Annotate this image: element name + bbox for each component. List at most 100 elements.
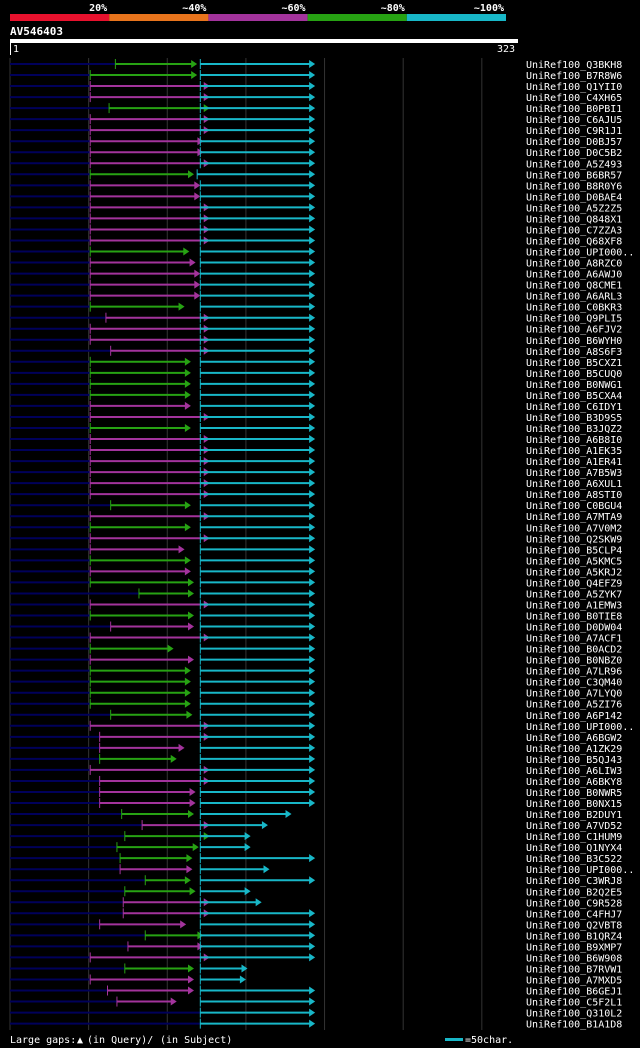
hit-label[interactable]: UniRef100_B6BR57 <box>526 170 622 181</box>
hit-label[interactable]: UniRef100_B1A1D8 <box>526 1020 622 1031</box>
hit-label[interactable]: UniRef100_B5CXA4 <box>526 391 622 402</box>
hit-label[interactable]: UniRef100_B6GEJ1 <box>526 987 622 998</box>
hit-label[interactable]: UniRef100_B0PBI1 <box>526 104 622 115</box>
hit-label[interactable]: UniRef100_B0NX15 <box>526 799 622 810</box>
hit-label[interactable]: UniRef100_B7R8W6 <box>526 71 622 82</box>
hit-label[interactable]: UniRef100_B5CXZ1 <box>526 358 622 369</box>
hit-label[interactable]: UniRef100_Q1NYX4 <box>526 843 622 854</box>
hit-label[interactable]: UniRef100_B5CLP4 <box>526 545 622 556</box>
hit-label[interactable]: UniRef100_C3QM40 <box>526 678 622 689</box>
identity-color-legend <box>10 14 506 21</box>
hit-label[interactable]: UniRef100_A8STI0 <box>526 490 622 501</box>
hit-label[interactable]: UniRef100_A6AWJ0 <box>526 270 622 281</box>
hit-label[interactable]: UniRef100_A7V0M2 <box>526 523 622 534</box>
hit-label[interactable]: UniRef100_B6WYH0 <box>526 336 622 347</box>
hit-label[interactable]: UniRef100_D0DW04 <box>526 623 622 634</box>
hit-label[interactable]: UniRef100_D0BAE4 <box>526 192 622 203</box>
hit-label[interactable]: UniRef100_UPI000.. <box>526 865 634 876</box>
hit-label[interactable]: UniRef100_A8RZC0 <box>526 259 622 270</box>
hit-label[interactable]: UniRef100_B5CUQ0 <box>526 369 622 380</box>
hit-label[interactable]: UniRef100_A7LYQ0 <box>526 689 622 700</box>
query-gap-marker-icon: ▲ <box>77 1035 83 1046</box>
hit-label[interactable]: UniRef100_Q8CME1 <box>526 281 622 292</box>
hit-label[interactable]: UniRef100_C3WRJ8 <box>526 876 622 887</box>
hit-label[interactable]: UniRef100_A7VD52 <box>526 821 622 832</box>
hit-label[interactable]: UniRef100_UPI000.. <box>526 248 634 259</box>
hit-label[interactable]: UniRef100_A5ZI76 <box>526 700 622 711</box>
hit-label[interactable]: UniRef100_A7ACF1 <box>526 634 622 645</box>
hit-label[interactable]: UniRef100_A6XUL1 <box>526 479 622 490</box>
segment-end-arrow-icon <box>189 787 196 796</box>
hit-label[interactable]: UniRef100_C9R528 <box>526 898 622 909</box>
hit-label[interactable]: UniRef100_B8R0Y6 <box>526 181 622 192</box>
hit-label[interactable]: UniRef100_Q2VBT8 <box>526 920 622 931</box>
hit-label[interactable]: UniRef100_C9R1J1 <box>526 126 622 137</box>
hit-label[interactable]: UniRef100_B0NWG1 <box>526 380 622 391</box>
hit-label[interactable]: UniRef100_A1EMW3 <box>526 600 622 611</box>
hit-label[interactable]: UniRef100_A8S6F3 <box>526 347 622 358</box>
segment-end-arrow-icon <box>184 876 191 885</box>
hit-label[interactable]: UniRef100_A6BGW2 <box>526 733 622 744</box>
hit-label[interactable]: UniRef100_B3JQZ2 <box>526 424 622 435</box>
hit-label[interactable]: UniRef100_C6AJU5 <box>526 115 622 126</box>
segment-end-arrow-icon <box>184 699 191 708</box>
hit-label[interactable]: UniRef100_Q1YII0 <box>526 82 622 93</box>
hit-label[interactable]: UniRef100_A6B8I0 <box>526 435 622 446</box>
hit-label[interactable]: UniRef100_C5F2L1 <box>526 998 622 1009</box>
hit-label[interactable]: UniRef100_Q68XF8 <box>526 236 622 247</box>
hit-label[interactable]: UniRef100_Q848X1 <box>526 214 622 225</box>
hit-row: UniRef100_A5Z2Z5 <box>10 202 622 214</box>
hit-label[interactable]: UniRef100_A6BKY8 <box>526 777 622 788</box>
hit-label[interactable]: UniRef100_C6IDY1 <box>526 402 622 413</box>
hit-label[interactable]: UniRef100_B0TIE8 <box>526 612 622 623</box>
hit-label[interactable]: UniRef100_Q9PLI5 <box>526 314 622 325</box>
hit-label[interactable]: UniRef100_B2DUY1 <box>526 810 622 821</box>
hit-label[interactable]: UniRef100_C1HUM9 <box>526 832 622 843</box>
segment-end-arrow-icon <box>309 754 316 763</box>
hit-label[interactable]: UniRef100_A6ARL3 <box>526 292 622 303</box>
hit-label[interactable]: UniRef100_A5Z493 <box>526 159 622 170</box>
hit-label[interactable]: UniRef100_C4XH65 <box>526 93 622 104</box>
hit-label[interactable]: UniRef100_D0BJ57 <box>526 137 622 148</box>
hit-label[interactable]: UniRef100_Q2SKW9 <box>526 534 622 545</box>
hit-label[interactable]: UniRef100_UPI000.. <box>526 722 634 733</box>
hit-label[interactable]: UniRef100_D0C5B2 <box>526 148 622 159</box>
hit-label[interactable]: UniRef100_A7B5W3 <box>526 468 622 479</box>
hit-label[interactable]: UniRef100_C0BGU4 <box>526 501 622 512</box>
hit-label[interactable]: UniRef100_A7LR96 <box>526 667 622 678</box>
hit-label[interactable]: UniRef100_A1ZK29 <box>526 744 622 755</box>
hit-label[interactable]: UniRef100_B6W908 <box>526 953 622 964</box>
hit-label[interactable]: UniRef100_A7MXD5 <box>526 975 622 986</box>
hit-label[interactable]: UniRef100_A6LIW3 <box>526 766 622 777</box>
hit-label[interactable]: UniRef100_B0NBZ0 <box>526 656 622 667</box>
hit-label[interactable]: UniRef100_B9XMP7 <box>526 942 622 953</box>
hit-label[interactable]: UniRef100_A6FJV2 <box>526 325 622 336</box>
hit-label[interactable]: UniRef100_A5KRJ2 <box>526 567 622 578</box>
segment-end-arrow-icon <box>285 810 292 819</box>
hit-label[interactable]: UniRef100_Q4EFZ9 <box>526 578 622 589</box>
hit-label[interactable]: UniRef100_A1EK35 <box>526 446 622 457</box>
hit-label[interactable]: UniRef100_C7ZZA3 <box>526 225 622 236</box>
hit-label[interactable]: UniRef100_B0ACD2 <box>526 645 622 656</box>
hit-label[interactable]: UniRef100_A5ZYK7 <box>526 589 622 600</box>
hit-label[interactable]: UniRef100_B7RVW1 <box>526 964 622 975</box>
hit-label[interactable]: UniRef100_A5Z2Z5 <box>526 203 622 214</box>
hit-label[interactable]: UniRef100_Q3BKH8 <box>526 60 622 71</box>
hit-label[interactable]: UniRef100_B3C522 <box>526 854 622 865</box>
hit-label[interactable]: UniRef100_C4FHJ7 <box>526 909 622 920</box>
hit-label[interactable]: UniRef100_B2Q2E5 <box>526 887 622 898</box>
legend-label: 20% <box>89 3 107 14</box>
hit-rows: UniRef100_Q3BKH8UniRef100_B7R8W6UniRef10… <box>10 59 634 1031</box>
hit-label[interactable]: UniRef100_B0NWR5 <box>526 788 622 799</box>
hit-label[interactable]: UniRef100_B1QRZ4 <box>526 931 622 942</box>
hit-label[interactable]: UniRef100_A5KMC5 <box>526 556 622 567</box>
hit-label[interactable]: UniRef100_A1ER41 <box>526 457 622 468</box>
hit-label[interactable]: UniRef100_B3D9S5 <box>526 413 622 424</box>
hit-label[interactable]: UniRef100_B5QJ43 <box>526 755 622 766</box>
hit-label[interactable]: UniRef100_C0BKR3 <box>526 303 622 314</box>
segment-end-arrow-icon <box>309 203 316 212</box>
segment-end-arrow-icon <box>188 589 195 598</box>
hit-label[interactable]: UniRef100_A6P142 <box>526 711 622 722</box>
hit-label[interactable]: UniRef100_A7MTA9 <box>526 512 622 523</box>
hit-label[interactable]: UniRef100_Q310L2 <box>526 1009 622 1020</box>
